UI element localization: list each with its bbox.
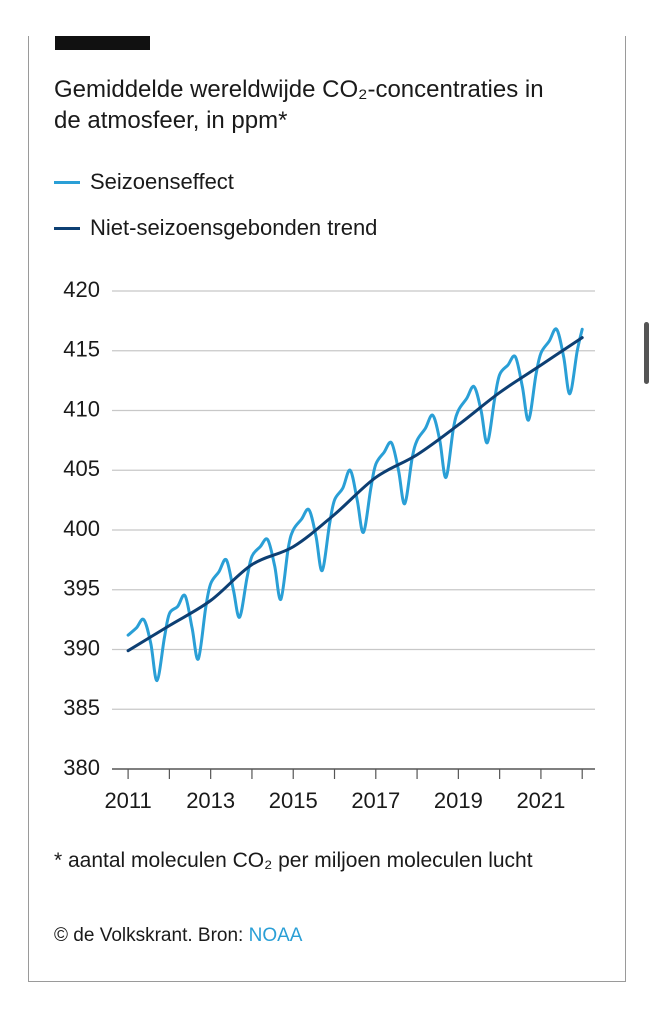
source: © de Volkskrant. Bron: NOAA: [54, 925, 302, 947]
legend-label: Seizoenseffect: [90, 169, 234, 194]
legend-entry: Seizoenseffect: [54, 169, 234, 195]
y-tick-label: 415: [63, 337, 100, 362]
source-text: © de Volkskrant. Bron:: [54, 925, 244, 946]
source-link[interactable]: NOAA: [248, 925, 303, 946]
series-line: [126, 336, 584, 653]
y-tick-label: 390: [63, 635, 100, 660]
x-tick-label: 2011: [104, 788, 151, 813]
chart-title: Gemiddelde wereldwijde CO₂-concentraties…: [54, 76, 544, 134]
brand-bar: [55, 36, 150, 50]
x-tick-label: 2019: [434, 788, 483, 813]
frame: [28, 36, 626, 982]
x-tick-label: 2015: [269, 788, 318, 813]
y-tick-label: 395: [63, 576, 100, 601]
legend-swatch: [54, 180, 80, 184]
legend-label: Niet-seizoensgebonden trend: [90, 215, 378, 240]
x-tick-label: 2021: [516, 788, 565, 813]
x-tick-label: 2017: [351, 788, 400, 813]
x-tick-label: 2013: [186, 788, 235, 813]
y-tick-label: 385: [63, 695, 100, 720]
y-tick-label: 400: [63, 516, 100, 541]
footnote: * aantal moleculen CO₂ per miljoen molec…: [54, 849, 533, 872]
series-line: [126, 327, 584, 683]
legend-entry: Niet-seizoensgebonden trend: [54, 215, 377, 241]
y-tick-label: 420: [63, 277, 100, 302]
scrollbar: [644, 322, 649, 384]
legend-swatch: [54, 226, 80, 230]
y-tick-label: 405: [63, 456, 100, 481]
y-tick-label: 380: [63, 755, 100, 780]
y-tick-label: 410: [63, 396, 100, 421]
